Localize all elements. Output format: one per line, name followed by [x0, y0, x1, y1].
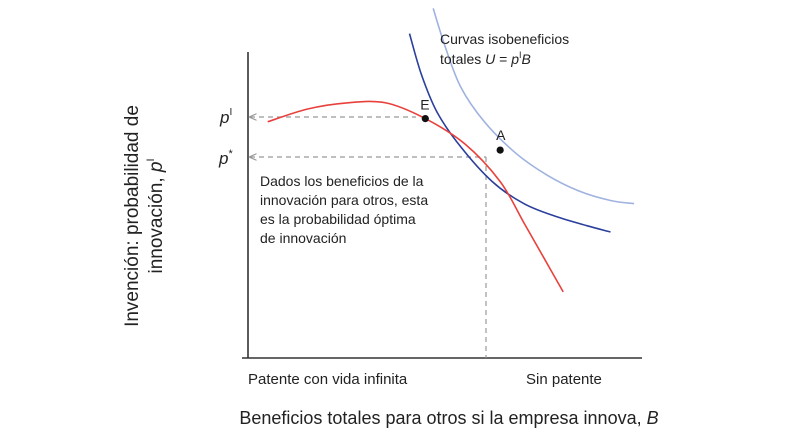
y-tick-label-pstar: p* [218, 148, 233, 168]
x-tick-label-no-patent: Sin patente [526, 371, 602, 388]
y-axis-title-line2: innovación, pI [145, 158, 167, 273]
x-tick-label-infinite-patent: Patente con vida infinita [248, 371, 408, 388]
isoprofit-curve-low [408, 33, 611, 233]
y-tick-label-pI: pI [219, 107, 232, 127]
point-E [421, 115, 429, 123]
isoprofit-curves-label-line1: Curvas isobeneficios [440, 31, 569, 47]
isoprofit-curves-label-line2: totales U = pIB [440, 50, 531, 67]
note-line-2: innovación para otros, esta [260, 192, 428, 208]
note-line-1: Dados los beneficios de la [260, 173, 424, 189]
isoprofit-curve-high [432, 8, 635, 205]
note-line-3: es la probabilidad óptima [260, 211, 416, 227]
note-line-4: de innovación [260, 230, 346, 246]
x-axis-title: Beneficios totales para otros si la empr… [239, 408, 658, 428]
point-E-label: E [420, 97, 429, 113]
reaction-curve [267, 100, 564, 293]
point-A [496, 146, 504, 154]
y-axis-title-line1: Invención: probabilidad de [122, 105, 143, 327]
point-A-label: A [496, 127, 506, 143]
